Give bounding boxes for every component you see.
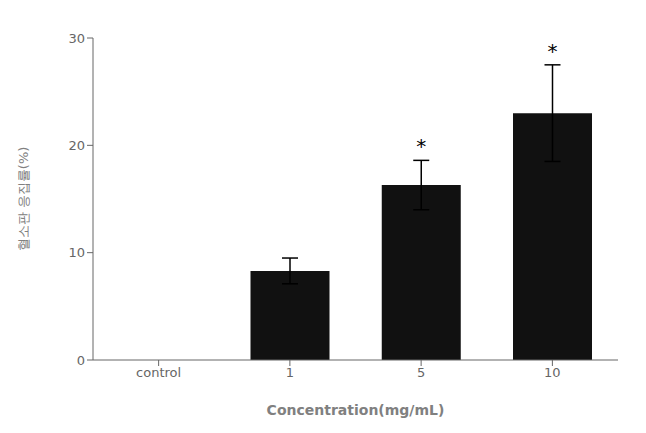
- svg-text:10: 10: [68, 245, 85, 260]
- svg-text:혈소판 응집률(%): 혈소판 응집률(%): [16, 147, 31, 252]
- svg-text:20: 20: [68, 138, 85, 153]
- svg-text:1: 1: [286, 365, 294, 380]
- svg-text:*: *: [547, 39, 557, 63]
- svg-text:0: 0: [77, 353, 85, 368]
- svg-text:10: 10: [544, 365, 561, 380]
- svg-text:30: 30: [68, 31, 85, 46]
- svg-text:5: 5: [417, 365, 425, 380]
- svg-text:*: *: [416, 134, 426, 158]
- svg-text:Concentration(mg/mL): Concentration(mg/mL): [267, 402, 445, 418]
- svg-text:control: control: [136, 365, 181, 380]
